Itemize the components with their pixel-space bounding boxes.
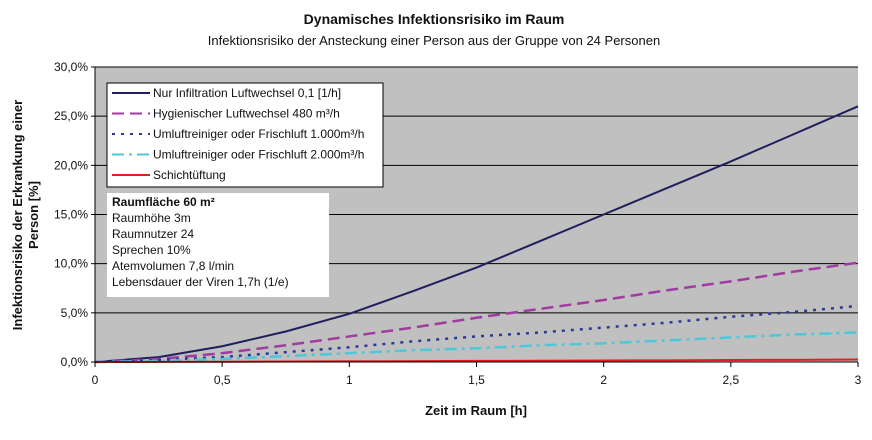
y-tick-label: 0,0% [61,355,89,369]
x-tick-label: 1,5 [468,373,485,387]
x-tick-label: 1 [346,373,353,387]
legend-label: Umluftreiniger oder Frischluft 2.000m³/h [153,148,364,162]
x-tick-label: 0,5 [214,373,231,387]
annotation-line: Atemvolumen 7,8 l/min [112,259,234,273]
series-line [94,261,859,364]
series-line [94,304,859,364]
x-tick-label: 2,5 [722,373,739,387]
y-tick-label: 30,0% [54,60,88,74]
x-tick-label: 2 [600,373,607,387]
y-tick-label: 15,0% [54,208,88,222]
y-tick-label: 10,0% [54,257,88,271]
annotation-box: Raumfläche 60 m² Raumhöhe 3m Raumnutzer … [107,193,329,297]
x-axis-label: Zeit im Raum [h] [425,403,527,418]
annotation-line: Lebensdauer der Viren 1,7h (1/e) [112,275,289,289]
annotation-background [107,193,329,297]
series-line [94,331,859,364]
y-axis-label-line2: Person [%] [26,181,41,249]
legend: Nur Infiltration Luftwechsel 0,1 [1/h] Hy… [106,82,384,188]
legend-label: Hygienischer Luftwechsel 480 m³/h [153,107,340,121]
chart-subtitle: Infektionsrisiko der Ansteckung einer Pe… [208,33,660,48]
legend-label: Umluftreiniger oder Frischluft 1.000m³/h [153,127,364,141]
legend-box [106,82,384,188]
annotation-line: Raumnutzer 24 [112,227,194,241]
annotation-line: Raumhöhe 3m [112,211,191,225]
series-line [94,105,859,363]
annotation-heading: Raumfläche 60 m² [112,195,215,209]
chart-title: Dynamisches Infektionsrisiko im Raum [304,11,565,27]
y-tick-label: 25,0% [54,109,88,123]
legend-label: Nur Infiltration Luftwechsel 0,1 [1/h] [153,86,341,100]
annotation-line: Sprechen 10% [112,243,191,257]
y-tick-label: 5,0% [61,306,89,320]
legend-label: Schichtüftung [153,168,226,182]
y-tick-label: 20,0% [54,158,88,172]
x-tick-label: 0 [92,373,99,387]
y-axis-label-line1: Infektionsrisiko der Erkrankung einer [10,100,25,330]
x-tick-label: 3 [855,373,862,387]
